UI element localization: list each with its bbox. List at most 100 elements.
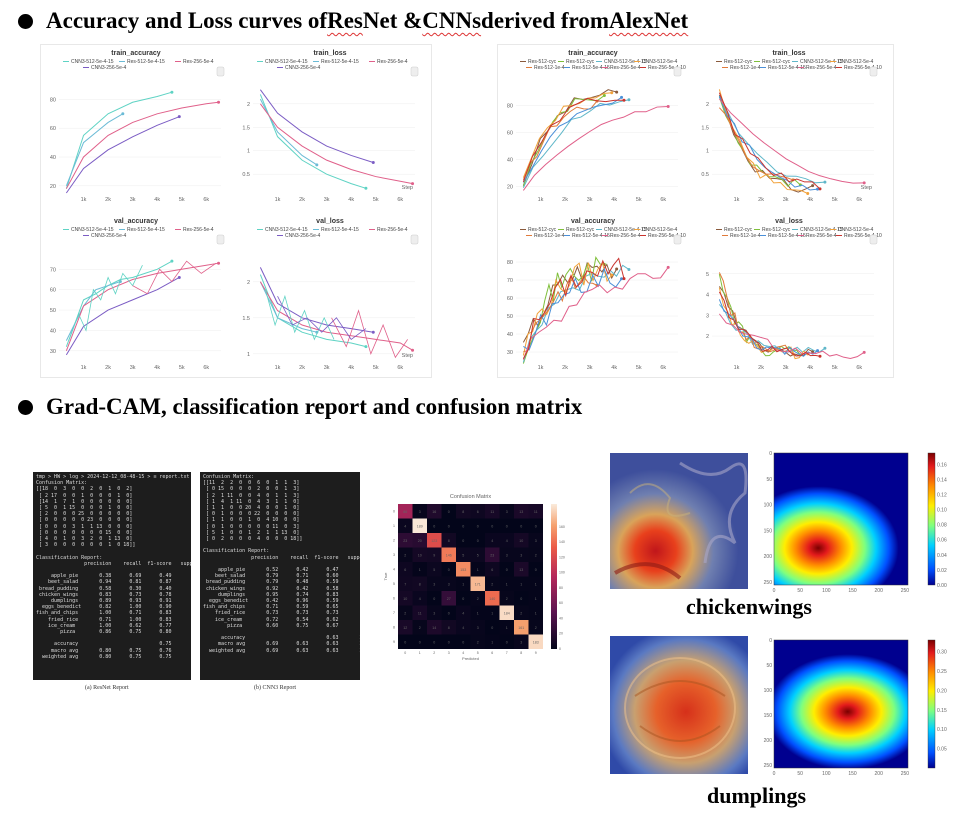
cm-cell bbox=[514, 634, 529, 649]
cm-cell-value: 1 bbox=[491, 611, 493, 615]
x-tick-label: 2k bbox=[758, 197, 764, 203]
heatmap-colorbar-tick: 0.02 bbox=[937, 568, 947, 574]
cm-cell-value: 8 bbox=[448, 539, 450, 543]
cm-cell-value: 1 bbox=[477, 568, 479, 572]
cm-cell bbox=[412, 504, 427, 519]
legend-entry: Res-512-5e-4-15 bbox=[768, 233, 806, 239]
dumplings-heatmap: 0 50 100 150 200 250 0 50 100 150 200 250 0.30 0.25 0.… bbox=[752, 636, 947, 776]
dumplings-label: dumplings bbox=[707, 783, 807, 808]
legend-entry: Res-512-5e-4-15 bbox=[127, 227, 165, 233]
x-tick-label: 2k bbox=[299, 365, 305, 371]
x-tick-label: 1k bbox=[538, 365, 544, 371]
chart-title: train_loss bbox=[313, 50, 346, 57]
x-tick-label: 3k bbox=[783, 365, 789, 371]
series-line bbox=[522, 264, 630, 363]
cm-cell bbox=[427, 634, 442, 649]
series-line bbox=[718, 107, 794, 181]
legend-entry: Res-256-5e-4-10 bbox=[844, 65, 882, 71]
cm-cell bbox=[398, 591, 413, 606]
cm-cell bbox=[470, 591, 485, 606]
series-end-point bbox=[615, 90, 619, 94]
legend-entry: CNN3-512-5e-4-15 bbox=[265, 59, 308, 65]
cm-cell-value: 2 bbox=[404, 553, 406, 557]
right-val-accuracy-chart: val_accuracy Res-512-cyc Res-512-cyc CNN3-5… bbox=[498, 213, 688, 377]
chart-svg: val_loss CNN3-512-5e-4-15 Res-512-5e-4-15 R… bbox=[242, 218, 419, 371]
step-label: Step bbox=[402, 185, 413, 191]
cm-cell-value: 14 bbox=[432, 626, 436, 630]
cm-cell bbox=[499, 620, 514, 635]
y-tick-label: 0.5 bbox=[242, 172, 250, 178]
cm-cell-value: 10 bbox=[519, 539, 523, 543]
x-tick-label: 2k bbox=[562, 197, 568, 203]
y-tick-label: 2 bbox=[247, 280, 250, 286]
cm-cell-value: 1 bbox=[535, 597, 537, 601]
heatmap-x-tick: 50 bbox=[797, 771, 803, 776]
series-end-point bbox=[666, 105, 670, 109]
series-line bbox=[259, 281, 317, 333]
legend-entry: Res-256-5e-4-10 bbox=[648, 65, 686, 71]
series-line bbox=[65, 113, 124, 186]
heatmap-colorbar-tick: 0.00 bbox=[937, 583, 947, 589]
cm-cell-value: 4 bbox=[506, 539, 508, 543]
cm-cell bbox=[514, 620, 529, 635]
series-line bbox=[718, 89, 808, 194]
confusion-matrix: Confusion Matrix 86 3 16 0 8 6 11 3 13 11 4 189 0 0 0 0 0… bbox=[380, 490, 580, 670]
cm-colorbar-tick: 60 bbox=[559, 601, 563, 605]
x-tick-label: 4k bbox=[807, 197, 813, 203]
heatmap-x-tick: 150 bbox=[848, 588, 857, 593]
chart-svg: val_accuracy Res-512-cyc Res-512-cyc CNN3-5… bbox=[507, 218, 686, 371]
cm-cell bbox=[485, 620, 500, 635]
cm-cell bbox=[528, 504, 543, 519]
series-end-point bbox=[816, 187, 820, 191]
cm-cell bbox=[456, 591, 471, 606]
cm-x-tick: 2 bbox=[433, 651, 435, 655]
heading-curves-part1: Accuracy and Loss curves of bbox=[46, 8, 328, 33]
cm-cell bbox=[528, 634, 543, 649]
series-line bbox=[259, 94, 367, 189]
x-tick-label: 5k bbox=[832, 197, 838, 203]
cm-cell bbox=[514, 504, 529, 519]
cm-cell bbox=[441, 634, 456, 649]
y-tick-label: 2 bbox=[247, 102, 250, 108]
cm-cell bbox=[485, 591, 500, 606]
cm-x-tick: 9 bbox=[535, 651, 537, 655]
cm-cell bbox=[470, 605, 485, 620]
cm-cell-value: 2 bbox=[520, 611, 522, 615]
y-tick-label: 40 bbox=[50, 155, 56, 161]
y-tick-label: 0.5 bbox=[701, 172, 709, 178]
series-end-point bbox=[806, 191, 810, 195]
cm-cell-value: 123 bbox=[431, 539, 437, 543]
series-line bbox=[259, 103, 413, 185]
chickenwings-label: chickenwings bbox=[686, 594, 812, 619]
legend-entry: CNN3-512-5e-4 bbox=[642, 227, 678, 233]
cm-cell-value: 9 bbox=[433, 553, 435, 557]
legend-entry: Res-256-5e-4 bbox=[806, 65, 837, 71]
cm-x-tick: 8 bbox=[520, 651, 522, 655]
chart-title: train_accuracy bbox=[111, 50, 161, 57]
cm-cell bbox=[456, 504, 471, 519]
legend-entry: CNN3-512-5e-4-15 bbox=[800, 59, 843, 65]
cm-y-tick: 9 bbox=[393, 640, 395, 644]
cm-cell-value: 3 bbox=[506, 553, 508, 557]
cm-cell-value: 6 bbox=[404, 568, 406, 572]
cm-cell bbox=[528, 591, 543, 606]
heatmap-image bbox=[773, 639, 909, 769]
cm-cell-value: 6 bbox=[491, 568, 493, 572]
cm-cell-value: 10 bbox=[418, 553, 422, 557]
series-end-point bbox=[811, 350, 815, 354]
cm-cell-value: 10 bbox=[403, 597, 407, 601]
x-tick-label: 6k bbox=[660, 197, 666, 203]
legend-entry: Res-512-1e-4 bbox=[730, 233, 761, 239]
series-end-point bbox=[666, 265, 670, 269]
cm-cell bbox=[456, 562, 471, 577]
x-tick-label: 2k bbox=[299, 197, 305, 203]
cm-cell bbox=[485, 547, 500, 562]
cm-cell-value: 13 bbox=[519, 510, 523, 514]
chart-menu-icon bbox=[410, 66, 419, 77]
cm-y-tick: 5 bbox=[393, 582, 395, 586]
y-tick-label: 40 bbox=[507, 332, 513, 338]
cm-cell bbox=[499, 605, 514, 620]
series-line bbox=[68, 265, 143, 341]
heatmap-colorbar-tick: 0.12 bbox=[937, 492, 947, 498]
